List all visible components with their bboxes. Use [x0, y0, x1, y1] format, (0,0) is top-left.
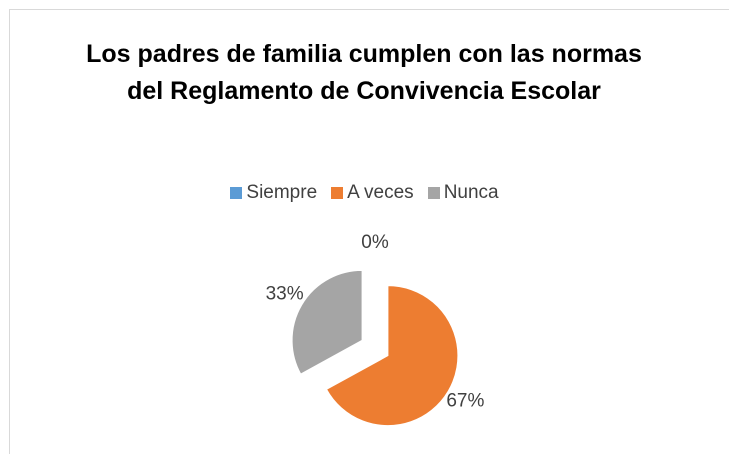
legend-swatch — [230, 187, 243, 199]
legend: Siempre A veces Nunca — [0, 182, 729, 204]
legend-label: Siempre — [246, 182, 318, 203]
data-label: 0% — [361, 232, 389, 253]
legend-item: A veces — [331, 182, 414, 204]
data-label: 33% — [266, 284, 304, 305]
legend-swatch — [331, 187, 344, 199]
legend-label: A veces — [347, 182, 414, 203]
chart-frame — [9, 9, 729, 454]
legend-item: Nunca — [427, 182, 499, 204]
chart-title: Los padres de familia cumplen con las no… — [86, 40, 642, 105]
data-label: 67% — [446, 390, 484, 411]
pie-slice — [291, 269, 363, 375]
legend-item: Siempre — [230, 182, 317, 204]
legend-swatch — [427, 187, 440, 199]
pie-slice — [325, 285, 459, 427]
legend-label: Nunca — [443, 182, 499, 203]
